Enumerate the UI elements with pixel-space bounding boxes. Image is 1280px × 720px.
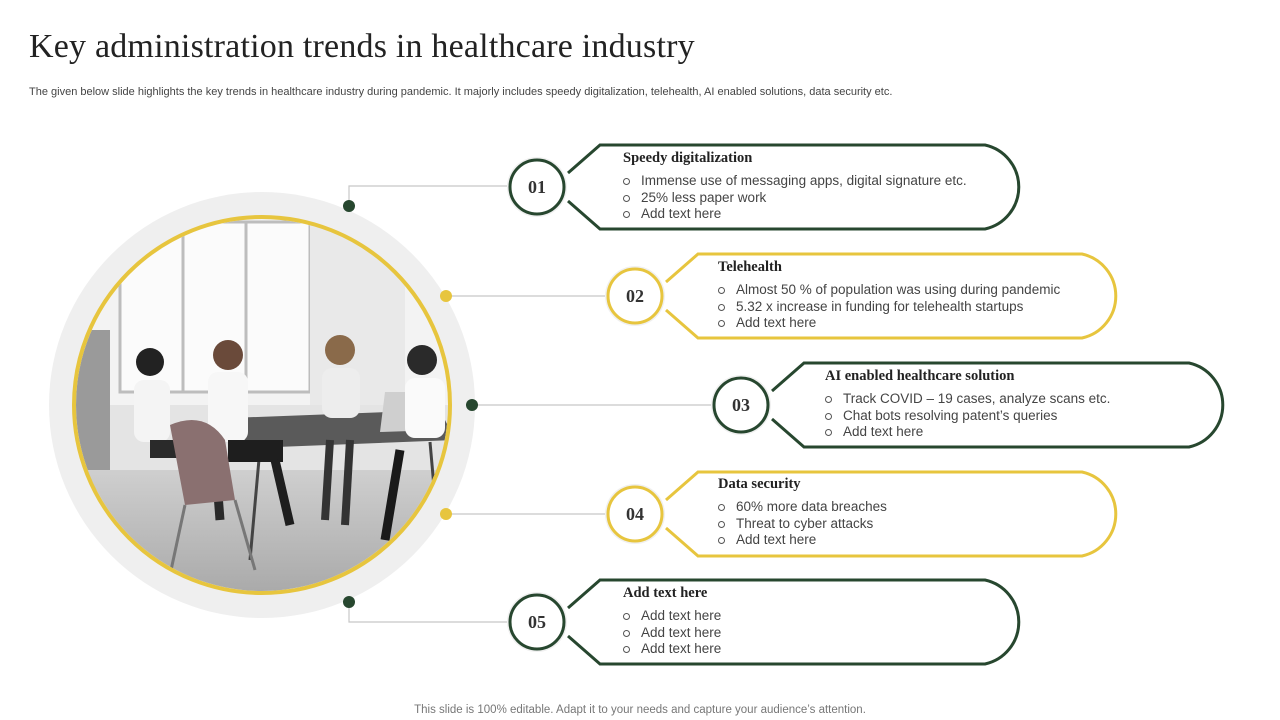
trend-heading: AI enabled healthcare solution	[825, 368, 1015, 384]
trend-card-01: Speedy digitalization Immense use of mes…	[623, 150, 967, 223]
trend-bullet: 25% less paper work	[623, 190, 967, 207]
trend-card-02: Telehealth Almost 50 % of population was…	[718, 259, 1060, 332]
trend-bullet: Add text here	[718, 532, 887, 549]
trend-bullet: Almost 50 % of population was using duri…	[718, 282, 1060, 299]
trend-bullet: Add text here	[623, 608, 721, 625]
trend-heading: Add text here	[623, 585, 708, 601]
bullet-circle-icon	[718, 320, 725, 328]
card-outline-03	[711, 361, 1225, 449]
bullet-circle-icon	[623, 646, 630, 654]
trend-number-02: 02	[626, 286, 644, 306]
connector-dot-02	[440, 290, 452, 302]
trend-card-05: Add text here Add text here Add text her…	[623, 585, 721, 658]
trend-card-03: AI enabled healthcare solution Track COV…	[825, 368, 1110, 441]
bullet-circle-icon	[825, 395, 832, 403]
trend-heading: Data security	[718, 476, 801, 492]
trend-heading: Telehealth	[718, 259, 782, 275]
connectors	[348, 185, 712, 623]
card-outline-04	[605, 470, 1118, 558]
bullet-circle-icon	[718, 286, 725, 294]
trend-bullet: Immense use of messaging apps, digital s…	[623, 173, 967, 190]
bullet-circle-icon	[718, 503, 725, 511]
bullet-circle-icon	[623, 177, 630, 185]
bullet-circle-icon	[718, 537, 725, 545]
card-outline-01	[507, 143, 1021, 231]
bullet-circle-icon	[623, 612, 630, 620]
card-outline-05	[507, 578, 1021, 666]
page-title: Key administration trends in healthcare …	[29, 28, 695, 65]
page-subtitle: The given below slide highlights the key…	[29, 86, 893, 98]
connector-dot-03	[466, 399, 478, 411]
trend-number-03: 03	[732, 395, 750, 415]
bullet-circle-icon	[825, 412, 832, 420]
trend-bullet: Add text here	[623, 641, 721, 658]
connector-dot-04	[440, 508, 452, 520]
trend-bullet: Add text here	[623, 206, 967, 223]
trend-card-04: Data security 60% more data breaches Thr…	[718, 476, 887, 549]
footer-note: This slide is 100% editable. Adapt it to…	[414, 704, 866, 716]
trend-heading: Speedy digitalization	[623, 150, 753, 166]
card-outline-02	[605, 252, 1118, 340]
connector-dot-05	[343, 596, 355, 608]
trend-bullet: Track COVID – 19 cases, analyze scans et…	[825, 391, 1110, 408]
trend-bullet: 5.32 x increase in funding for telehealt…	[718, 299, 1060, 316]
bullet-circle-icon	[718, 303, 725, 311]
trend-bullet: Add text here	[825, 424, 1110, 441]
trend-bullet: Threat to cyber attacks	[718, 516, 887, 533]
bullet-circle-icon	[623, 629, 630, 637]
trend-number-04: 04	[626, 504, 644, 524]
trend-bullet: Add text here	[718, 315, 1060, 332]
trend-bullet: 60% more data breaches	[718, 499, 887, 516]
trend-bullet: Chat bots resolving patent’s queries	[825, 408, 1110, 425]
bullet-circle-icon	[623, 194, 630, 202]
trend-number-05: 05	[528, 612, 546, 632]
connector-dot-01	[343, 200, 355, 212]
bullet-circle-icon	[825, 429, 832, 437]
photo-frame-ring	[72, 215, 452, 595]
trend-bullet: Add text here	[623, 625, 721, 642]
bullet-circle-icon	[623, 211, 630, 219]
trend-number-01: 01	[528, 177, 546, 197]
bullet-circle-icon	[718, 520, 725, 528]
